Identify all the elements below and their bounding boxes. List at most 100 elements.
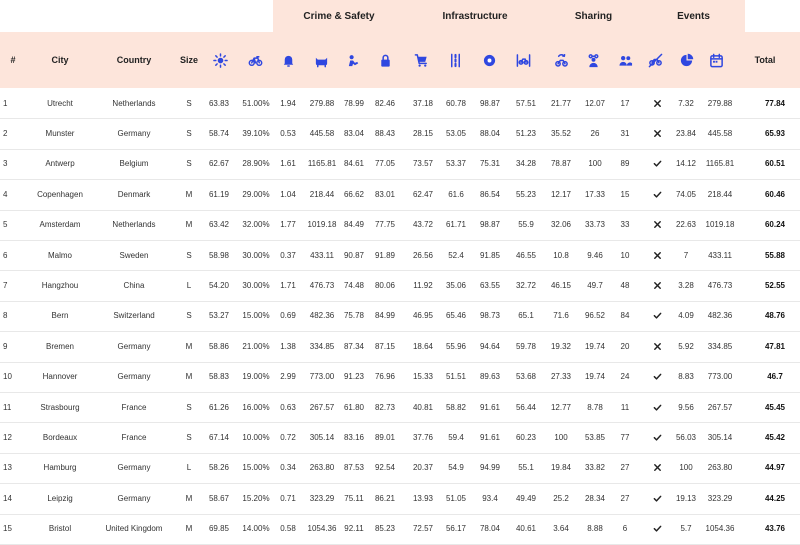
cell-metric-10: 55.9 <box>518 220 534 230</box>
no-bike-icon[interactable] <box>642 32 668 88</box>
lanes-icon[interactable] <box>442 32 468 88</box>
column-header-total[interactable]: Total <box>754 55 776 65</box>
cell-metric-3: 1.71 <box>280 280 296 290</box>
cell-metric-9: 75.31 <box>479 159 501 169</box>
cell-metric-7: 72.57 <box>412 524 434 534</box>
cell-total: 65.93 <box>764 128 786 138</box>
table-row[interactable]: 8 Bern Switzerland S 53.27 15.00% 0.69 482.36 75… <box>0 301 800 333</box>
cell-size: M <box>185 341 193 351</box>
table-row[interactable]: 14 Leipzig Germany M 58.67 15.20% 0.71 323.29 75… <box>0 483 800 515</box>
cell-events-value: 1165.81 <box>705 159 735 169</box>
table-row[interactable]: 15 Bristol United Kingdom M 69.85 14.00% 0.58 1… <box>0 514 800 545</box>
group-header-infrastructure[interactable]: Infrastructure <box>405 0 545 32</box>
table-row[interactable]: 11 Strasbourg France S 61.26 16.00% 0.63 267.57… <box>0 392 800 424</box>
check-icon <box>645 149 669 179</box>
bicycle-icon[interactable] <box>242 32 268 88</box>
cell-metric-2: 28.90% <box>242 159 270 169</box>
cell-events-value: 773.00 <box>707 372 733 382</box>
table-row[interactable]: 6 Malmo Sweden S 58.98 30.00% 0.37 433.11 90.87 9… <box>0 240 800 272</box>
cell-metric-8: 58.82 <box>445 402 467 412</box>
cell-metric-10: 32.72 <box>515 280 537 290</box>
table-row[interactable]: 3 Antwerp Belgium S 62.67 28.90% 1.61 1165.81 84… <box>0 149 800 181</box>
group-header-sharing[interactable]: Sharing <box>545 0 642 32</box>
cell-size: M <box>185 372 193 382</box>
cell-metric-7: 13.93 <box>412 493 434 503</box>
table-row[interactable]: 9 Bremen Germany M 58.86 21.00% 1.38 334.85 87.3… <box>0 331 800 363</box>
cell-events-value: 305.14 <box>707 432 733 442</box>
cell-metric-3: 1.77 <box>280 220 296 230</box>
cell-events-score: 19.13 <box>675 493 697 503</box>
cell-rank: 1 <box>3 98 8 108</box>
sun-icon[interactable] <box>207 32 233 88</box>
pie-chart-icon[interactable] <box>673 32 699 88</box>
cell-metric-8: 59.4 <box>448 432 464 442</box>
cell-events-score: 5.7 <box>680 524 692 534</box>
table-row[interactable]: 1 Utrecht Netherlands S 63.83 51.00% 1.94 279.8… <box>0 88 800 120</box>
cell-metric-1: 58.26 <box>208 463 230 473</box>
thief-icon[interactable] <box>340 32 366 88</box>
table-row[interactable]: 5 Amsterdam Netherlands M 63.42 32.00% 1.77 101… <box>0 210 800 241</box>
cell-metric-3: 1.04 <box>280 189 296 199</box>
group-header-events[interactable]: Events <box>642 0 745 32</box>
check-icon <box>645 362 669 392</box>
cell-metric-4: 445.58 <box>309 128 335 138</box>
table-row[interactable]: 13 Hamburg Germany L 58.26 15.00% 0.34 263.80 87… <box>0 453 800 485</box>
cell-metric-6: 85.23 <box>374 524 396 534</box>
cell-metric-9: 91.61 <box>479 402 501 412</box>
cell-country: France <box>121 402 147 412</box>
cell-rank: 4 <box>3 189 8 199</box>
cell-metric-10: 59.78 <box>515 341 537 351</box>
table-row[interactable]: 7 Hangzhou China L 54.20 30.00% 1.71 476.73 74.4… <box>0 270 800 302</box>
cell-country: Belgium <box>119 159 149 169</box>
cell-size: M <box>185 189 193 199</box>
cell-metric-13: 24 <box>620 372 630 382</box>
cat-icon[interactable] <box>308 32 334 88</box>
cell-metric-6: 82.73 <box>374 402 396 412</box>
cell-metric-2: 51.00% <box>242 98 270 108</box>
table-row[interactable]: 4 Copenhagen Denmark M 61.19 29.00% 1.04 218.44… <box>0 179 800 211</box>
cell-metric-8: 53.05 <box>445 128 467 138</box>
cell-rank: 11 <box>3 402 12 412</box>
table-row[interactable]: 2 Munster Germany S 58.74 39.10% 0.53 445.58 83.… <box>0 118 800 150</box>
cell-size: L <box>186 463 192 473</box>
cell-metric-5: 78.99 <box>343 98 365 108</box>
column-header-city[interactable]: City <box>51 55 69 65</box>
cell-metric-11: 78.87 <box>550 159 572 169</box>
table-row[interactable]: 10 Hannover Germany M 58.83 19.00% 2.99 773.00 9… <box>0 362 800 393</box>
lock-icon[interactable] <box>372 32 398 88</box>
cell-metric-5: 91.23 <box>343 372 365 382</box>
group-header-crime-safety[interactable]: Crime & Safety <box>273 0 405 32</box>
cell-metric-11: 19.32 <box>550 341 572 351</box>
people-icon[interactable] <box>612 32 638 88</box>
cell-size: S <box>186 432 192 442</box>
cell-metric-6: 89.01 <box>374 432 396 442</box>
column-header-size[interactable]: Size <box>179 55 198 65</box>
group-icon[interactable] <box>580 32 606 88</box>
cell-metric-10: 57.51 <box>515 98 537 108</box>
calendar-icon[interactable] <box>703 32 729 88</box>
cell-events-score: 100 <box>679 463 693 473</box>
cell-metric-2: 15.00% <box>242 463 270 473</box>
cell-metric-2: 30.00% <box>242 280 270 290</box>
table-row[interactable]: 12 Bordeaux France S 67.14 10.00% 0.72 305.14 83… <box>0 422 800 454</box>
column-header-rank[interactable]: # <box>10 55 16 65</box>
cell-metric-5: 87.53 <box>343 463 365 473</box>
cell-metric-12: 26 <box>590 128 600 138</box>
cart-icon[interactable] <box>408 32 434 88</box>
cell-metric-5: 84.49 <box>343 220 365 230</box>
cell-metric-12: 33.73 <box>584 220 606 230</box>
gear-icon[interactable] <box>476 32 502 88</box>
cell-metric-12: 9.46 <box>587 250 603 260</box>
cell-rank: 14 <box>3 493 12 503</box>
bell-icon[interactable] <box>275 32 301 88</box>
bike-lane-icon[interactable] <box>510 32 536 88</box>
cell-metric-3: 0.71 <box>280 493 296 503</box>
cell-size: M <box>185 220 193 230</box>
column-header-country[interactable]: Country <box>116 55 152 65</box>
cell-total: 52.55 <box>764 280 786 290</box>
cell-size: S <box>186 402 192 412</box>
bike-share-icon[interactable] <box>548 32 574 88</box>
cell-size: S <box>186 128 192 138</box>
cell-metric-10: 49.49 <box>515 493 537 503</box>
